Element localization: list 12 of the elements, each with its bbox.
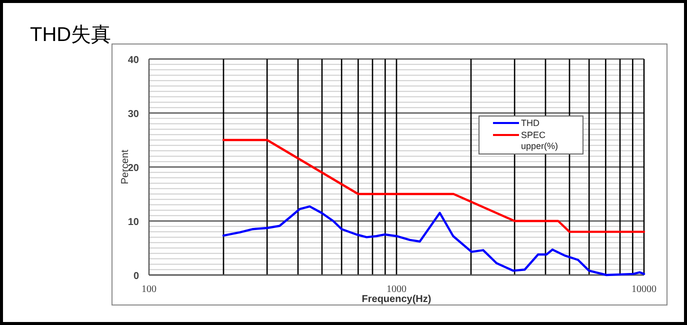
x-tick-label: 10000 <box>632 284 656 295</box>
x-tick-label: 100 <box>142 284 156 295</box>
legend-label: THD <box>521 118 540 128</box>
chart-title: THD失真 <box>30 24 112 46</box>
legend-label: SPEC upper(%) <box>521 130 558 151</box>
y-tick-label: 20 <box>128 163 140 174</box>
x-tick-label: 1000 <box>386 284 406 295</box>
y-tick-label: 10 <box>128 217 140 228</box>
x-axis-title: Frequency(Hz) <box>362 294 432 305</box>
y-tick-label: 0 <box>133 271 140 282</box>
y-tick-label: 40 <box>128 55 140 66</box>
y-tick-label: 30 <box>128 109 140 120</box>
